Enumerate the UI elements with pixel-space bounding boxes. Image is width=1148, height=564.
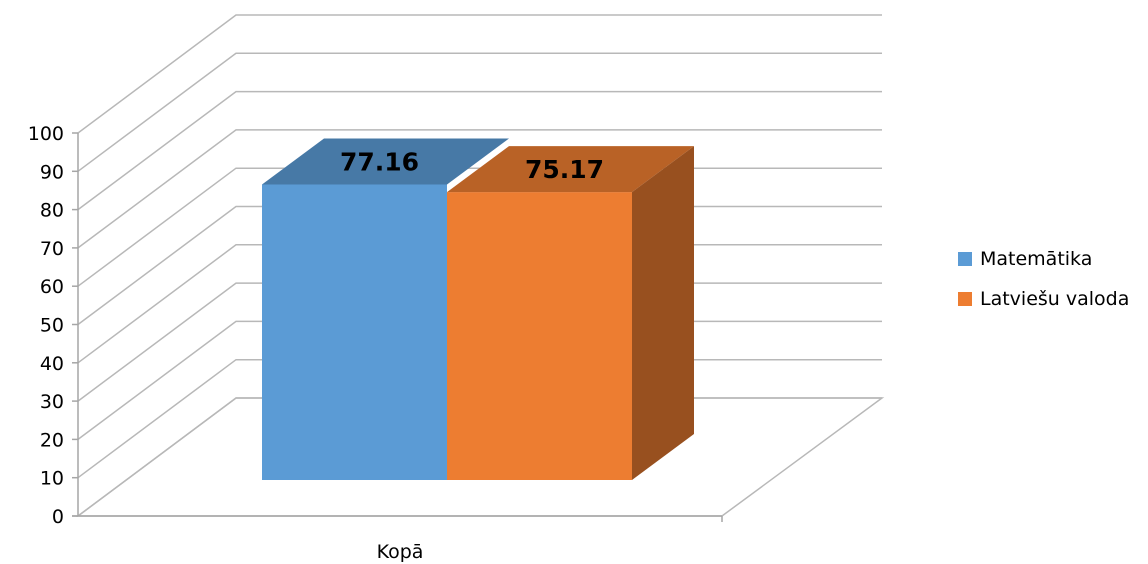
- y-tick-label: 50: [40, 315, 64, 337]
- legend-swatch: [958, 292, 972, 306]
- gridline: [77, 14, 882, 134]
- y-tick-label: 80: [40, 200, 64, 222]
- bar-top-2: [447, 146, 694, 193]
- x-axis-categories: Kopā: [377, 541, 424, 563]
- y-tick-label: 10: [40, 468, 64, 490]
- gridline: [77, 52, 882, 172]
- y-tick-label: 40: [40, 353, 64, 375]
- bar-side-2: [632, 146, 694, 480]
- data-label-1: 77.16: [340, 147, 419, 176]
- y-tick-label: 0: [52, 506, 64, 528]
- x-category-label: Kopā: [377, 541, 424, 563]
- y-axis-ticks: 0 10 20 30 40 50 60 70 80 90 100: [28, 123, 78, 528]
- data-label-2: 75.17: [525, 155, 604, 184]
- gridlines: [77, 14, 882, 517]
- gridline: [77, 129, 882, 249]
- bar-front-1: [262, 184, 447, 480]
- y-tick-label: 100: [28, 123, 64, 145]
- legend: Matemātika Latviešu valoda: [958, 248, 1129, 310]
- y-tick-label: 30: [40, 391, 64, 413]
- data-labels: 77.16 75.17: [340, 147, 604, 184]
- bar-front-2: [447, 192, 632, 480]
- y-tick-label: 20: [40, 429, 64, 451]
- gridline: [77, 90, 882, 211]
- legend-label: Latviešu valoda: [980, 288, 1129, 310]
- y-tick-label: 90: [40, 161, 64, 183]
- bar-top-1: [262, 138, 509, 185]
- legend-swatch: [958, 252, 972, 266]
- legend-label: Matemātika: [980, 248, 1092, 270]
- y-tick-label: 70: [40, 238, 64, 260]
- y-tick-label: 60: [40, 276, 64, 298]
- bars: [262, 138, 694, 480]
